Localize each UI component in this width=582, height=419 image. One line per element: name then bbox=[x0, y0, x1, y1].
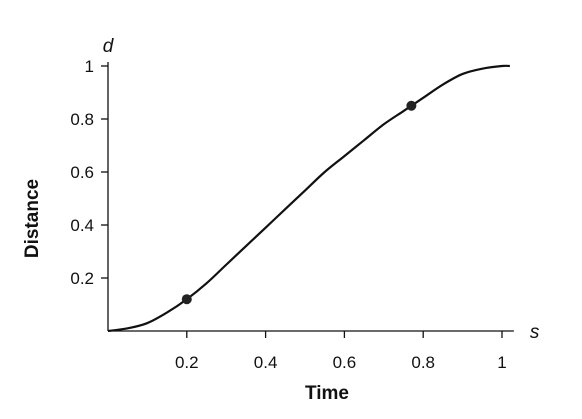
y-axis-variable: d bbox=[103, 36, 115, 57]
y-tick-label: 0.8 bbox=[70, 110, 94, 129]
y-tick-label: 0.2 bbox=[70, 269, 94, 288]
x-axis-variable: s bbox=[530, 322, 540, 343]
y-tick-label: 1 bbox=[85, 57, 94, 76]
y-ticks: 0.2 0.4 0.6 0.8 1 bbox=[70, 57, 108, 288]
data-point bbox=[181, 294, 192, 305]
y-tick-label: 0.6 bbox=[70, 163, 94, 182]
axes bbox=[107, 62, 514, 332]
x-ticks: 0.2 0.4 0.6 0.8 1 bbox=[175, 331, 507, 372]
y-tick-label: 0.4 bbox=[70, 216, 94, 235]
distance-curve bbox=[107, 64, 510, 333]
y-axis-title: Distance bbox=[22, 179, 43, 258]
data-points bbox=[181, 100, 417, 305]
x-tick-label: 0.8 bbox=[411, 353, 435, 372]
x-tick-label: 0.4 bbox=[254, 353, 278, 372]
x-tick-label: 0.6 bbox=[333, 353, 357, 372]
data-point bbox=[406, 100, 417, 111]
x-axis-title: Time bbox=[305, 383, 349, 404]
x-tick-label: 1 bbox=[497, 353, 506, 372]
x-tick-label: 0.2 bbox=[175, 353, 199, 372]
